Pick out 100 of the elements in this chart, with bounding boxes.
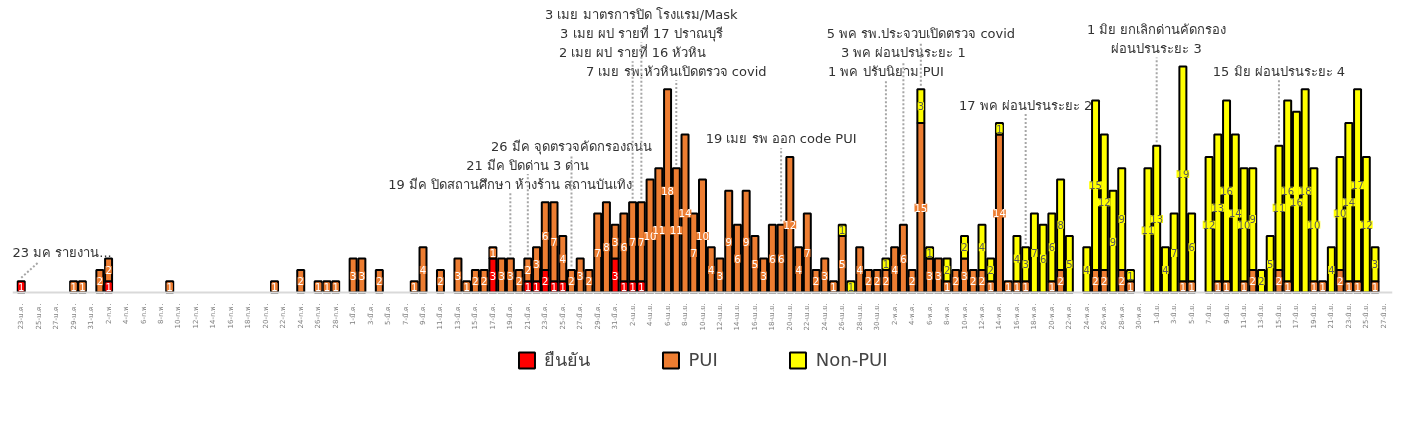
data-label: 1 <box>533 281 540 293</box>
data-label: 11 <box>1141 225 1155 237</box>
data-label: 3 <box>611 236 619 248</box>
data-label: 3 <box>498 270 505 282</box>
data-label: 3 <box>454 270 462 282</box>
data-label: 6 <box>542 231 549 243</box>
data-label: 5 <box>839 259 846 271</box>
data-label: 1 <box>105 281 112 293</box>
data-label: 6 <box>777 253 785 265</box>
data-label: 2 <box>978 276 986 288</box>
data-label: 1 <box>1371 281 1379 293</box>
data-label: 2 <box>542 276 549 288</box>
text: 3 เมย มาตรการปิด โรงแรม/Mask <box>545 6 739 22</box>
legend-label: Non-PUI <box>815 349 888 370</box>
data-label: 12 <box>1359 219 1373 231</box>
data-label: 1 <box>1284 281 1291 293</box>
data-label: 3 <box>1371 259 1379 271</box>
data-label: 2 <box>1258 276 1265 288</box>
data-label: 2 <box>961 242 968 254</box>
data-label: 4 <box>978 242 986 254</box>
data-label: 2 <box>297 276 304 288</box>
data-label: 1 <box>830 281 837 293</box>
data-label: 1 <box>1188 281 1195 293</box>
data-label: 15 <box>1089 180 1102 192</box>
data-label: 14 <box>1342 197 1356 209</box>
data-label: 3 <box>917 101 925 113</box>
annotation: 1 พค ปรับนิยาม PUI <box>827 63 944 79</box>
annotation: 19 เมย รพ ออก code PUI <box>705 131 857 147</box>
data-label: 2 <box>865 276 872 288</box>
annotation: ผ่อนปรนระยะ 3 <box>1111 41 1202 57</box>
data-label: 10 <box>1237 219 1251 231</box>
data-label: 1 <box>411 281 418 293</box>
data-label: 6 <box>1039 253 1047 265</box>
data-label: 2 <box>874 276 881 288</box>
data-label: 3 <box>926 270 933 282</box>
data-label: 3 <box>611 270 619 282</box>
text: 1 มิย ยกเลิกด่านคัดกรอง <box>1086 22 1227 38</box>
data-label: 5 <box>1066 259 1073 271</box>
data-label: 2 <box>96 276 104 288</box>
legend-label: PUI <box>688 349 718 370</box>
data-label: 3 <box>760 270 767 282</box>
data-label: 12 <box>1202 219 1216 231</box>
data-label: 1 <box>271 281 278 293</box>
data-label: 2 <box>437 276 444 288</box>
data-label: 13 <box>1211 202 1225 214</box>
data-label: 1 <box>1048 281 1056 293</box>
data-label: 5 <box>1267 259 1274 271</box>
data-label: 1 <box>620 281 628 293</box>
data-label: 1 <box>882 259 890 271</box>
data-label: 14 <box>678 208 692 220</box>
data-label: 8 <box>1057 219 1064 231</box>
data-label: 3 <box>935 270 942 282</box>
data-label: 1 <box>1005 281 1012 293</box>
data-label: 2 <box>1101 276 1108 288</box>
data-label: 2 <box>1275 276 1283 288</box>
data-label: 2 <box>1092 276 1099 288</box>
data-label: 13 <box>1150 214 1164 226</box>
annotation: 7 เมย รพ.หัวหินเปิดตรวจ covid <box>586 63 767 79</box>
data-label: 1 <box>79 281 86 293</box>
data-label: 19 <box>1176 168 1190 180</box>
data-label: 2 <box>105 264 112 276</box>
data-label: 1 <box>987 281 994 293</box>
data-label: 9 <box>725 236 732 248</box>
data-label: 4 <box>1013 253 1021 265</box>
data-label: 1 <box>629 281 636 293</box>
data-label: 1 <box>18 281 25 293</box>
annotation: 26 มีค จุดตรวจคัดกรองถนน <box>491 138 652 155</box>
annotation: 5 พค รพ.ประจวบเปิดตรวจ covid <box>826 25 1016 41</box>
data-label: 7 <box>550 236 558 248</box>
data-label: 2 <box>970 276 977 288</box>
data-label: 7 <box>1170 247 1178 259</box>
annotation: 19 มีค ปิดสถานศึกษา ห้างร้าน สถานบันเทิง <box>388 176 633 192</box>
data-label: 7 <box>629 236 636 248</box>
data-label: 4 <box>856 264 863 276</box>
data-label: 16 <box>1281 185 1295 197</box>
data-label: 1 <box>1127 281 1134 293</box>
data-label: 1 <box>1319 281 1326 293</box>
data-label: 1 <box>847 281 855 293</box>
data-label: 1 <box>315 281 322 293</box>
data-label: 2 <box>882 276 890 288</box>
data-label: 1 <box>1214 281 1222 293</box>
data-label: 9 <box>1118 214 1125 226</box>
data-label: 10 <box>696 231 709 243</box>
data-label: 17 <box>1351 180 1364 192</box>
data-label: 16 <box>1290 197 1303 209</box>
data-label: 7 <box>638 236 645 248</box>
data-label: 1 <box>943 281 951 293</box>
data-label: 2 <box>952 276 959 288</box>
data-label: 14 <box>993 208 1006 220</box>
annotation: 17 พค ผ่อนปรนระยะ 2 <box>959 97 1093 113</box>
data-label: 9 <box>742 236 750 248</box>
data-label: 7 <box>1031 247 1038 259</box>
data-label: 16 <box>1220 185 1233 197</box>
data-label: 10 <box>1307 219 1321 231</box>
data-label: 6 <box>620 242 628 254</box>
data-label: 4 <box>1328 264 1335 276</box>
data-label: 7 <box>690 247 697 259</box>
data-label: 2 <box>480 276 488 288</box>
data-label: 1 <box>1354 281 1361 293</box>
data-label: 1 <box>559 281 566 293</box>
